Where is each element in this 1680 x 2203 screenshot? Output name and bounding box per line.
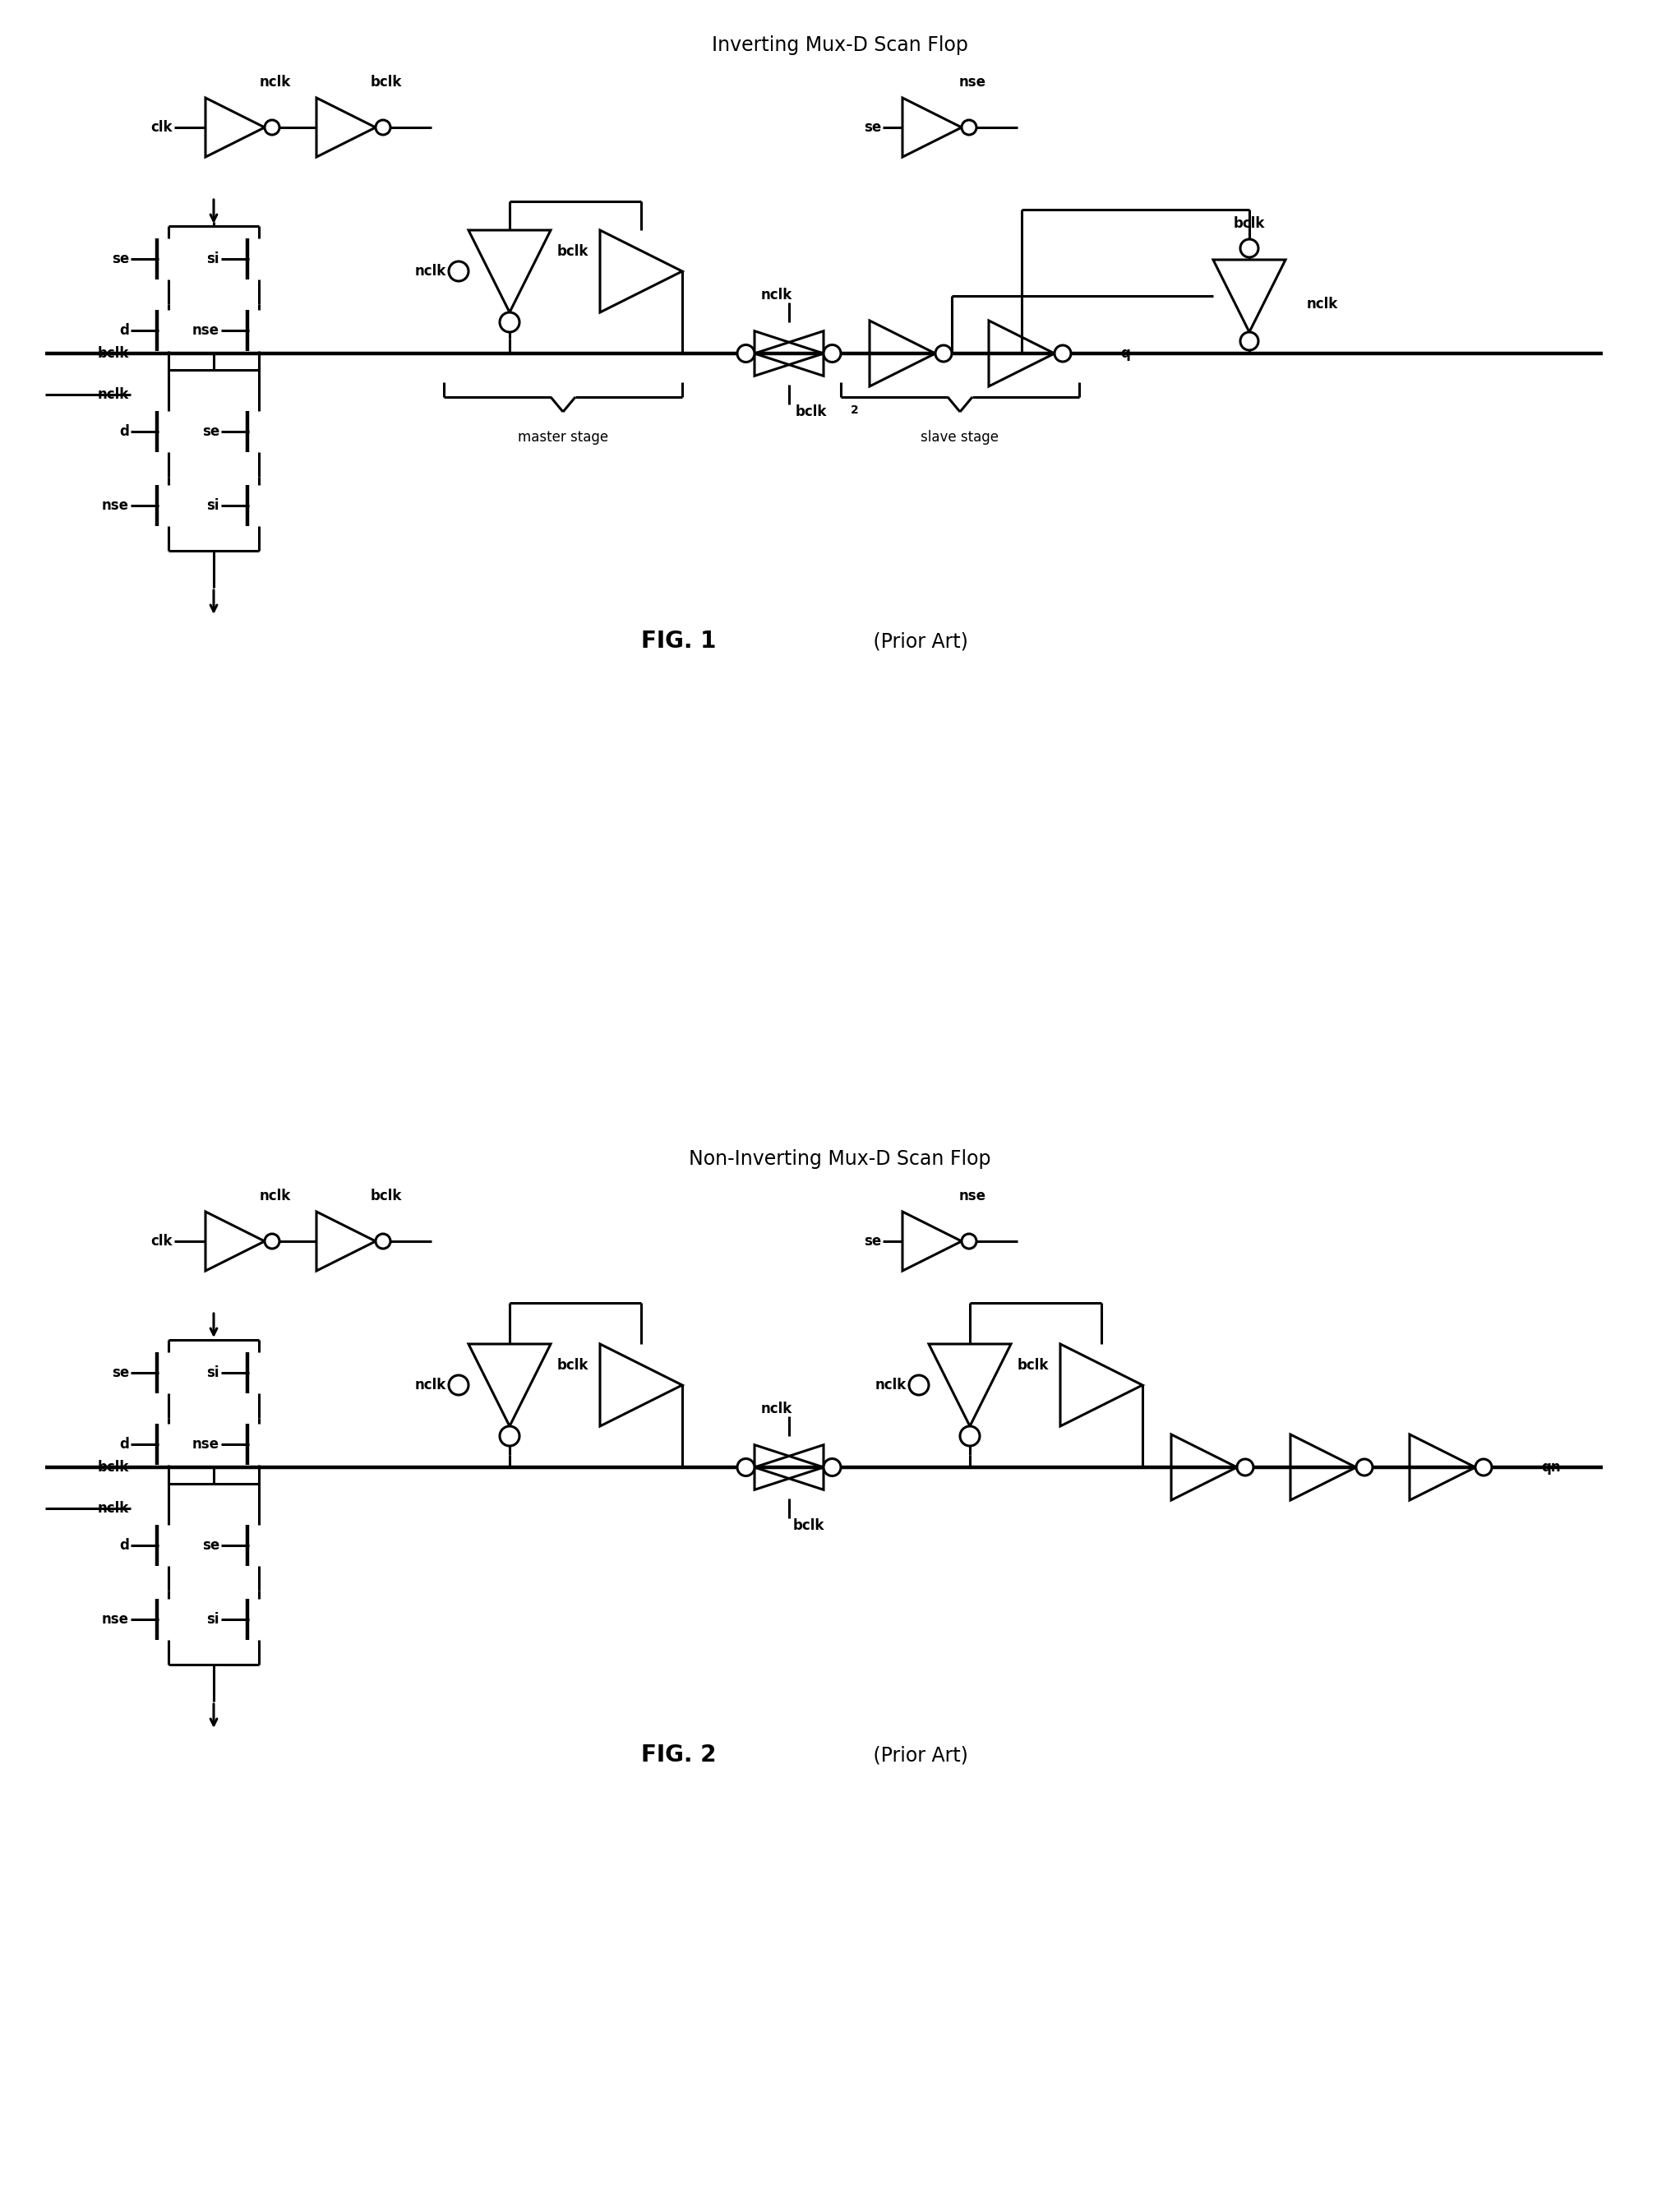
Text: nclk: nclk — [761, 1401, 793, 1417]
Text: nclk: nclk — [761, 289, 793, 302]
Text: se: se — [111, 251, 129, 267]
Text: se: se — [202, 425, 220, 438]
Text: nse: nse — [102, 1613, 129, 1626]
Text: (Prior Art): (Prior Art) — [867, 1745, 968, 1765]
Text: qn: qn — [1541, 1461, 1561, 1474]
Text: nse: nse — [102, 498, 129, 513]
Text: 2: 2 — [850, 405, 858, 416]
Text: FIG. 2: FIG. 2 — [642, 1743, 716, 1767]
Circle shape — [265, 1234, 279, 1249]
Circle shape — [1236, 1458, 1253, 1476]
Circle shape — [376, 1234, 390, 1249]
Text: bclk: bclk — [796, 405, 827, 419]
Text: bclk: bclk — [1233, 216, 1265, 231]
Circle shape — [1055, 346, 1070, 361]
Text: nclk: nclk — [260, 1190, 291, 1203]
Text: nclk: nclk — [97, 388, 129, 401]
Circle shape — [449, 1375, 469, 1394]
Text: si: si — [207, 251, 220, 267]
Text: nse: nse — [192, 324, 220, 337]
Circle shape — [936, 346, 953, 361]
Circle shape — [449, 262, 469, 282]
Text: clk: clk — [151, 119, 173, 134]
Text: d: d — [119, 1538, 129, 1553]
Text: clk: clk — [151, 1234, 173, 1249]
Text: bclk: bclk — [371, 1190, 402, 1203]
Circle shape — [376, 119, 390, 134]
Circle shape — [499, 313, 519, 333]
Circle shape — [1475, 1458, 1492, 1476]
Text: se: se — [202, 1538, 220, 1553]
Text: bclk: bclk — [1018, 1357, 1048, 1372]
Circle shape — [961, 119, 976, 134]
Text: q: q — [1121, 346, 1131, 361]
Text: nse: nse — [959, 75, 986, 90]
Text: bclk: bclk — [793, 1518, 825, 1533]
Circle shape — [265, 119, 279, 134]
Circle shape — [959, 1425, 979, 1445]
Text: nse: nse — [192, 1436, 220, 1452]
Text: d: d — [119, 324, 129, 337]
Text: bclk: bclk — [97, 1461, 129, 1474]
Circle shape — [499, 1425, 519, 1445]
Text: se: se — [111, 1366, 129, 1379]
Text: d: d — [119, 1436, 129, 1452]
Circle shape — [823, 1458, 840, 1476]
Circle shape — [1240, 333, 1258, 350]
Text: d: d — [119, 425, 129, 438]
Circle shape — [961, 1234, 976, 1249]
Circle shape — [909, 1375, 929, 1394]
Text: (Prior Art): (Prior Art) — [867, 632, 968, 652]
Text: nclk: nclk — [1307, 297, 1339, 311]
Text: slave stage: slave stage — [921, 430, 1000, 445]
Text: FIG. 1: FIG. 1 — [642, 630, 716, 652]
Text: si: si — [207, 1613, 220, 1626]
Text: nclk: nclk — [97, 1500, 129, 1516]
Text: si: si — [207, 1366, 220, 1379]
Circle shape — [823, 346, 840, 361]
Text: nclk: nclk — [260, 75, 291, 90]
Text: master stage: master stage — [517, 430, 608, 445]
Text: nclk: nclk — [415, 264, 447, 278]
Text: bclk: bclk — [97, 346, 129, 361]
Circle shape — [738, 346, 754, 361]
Circle shape — [1356, 1458, 1373, 1476]
Text: nse: nse — [959, 1190, 986, 1203]
Text: Inverting Mux-D Scan Flop: Inverting Mux-D Scan Flop — [712, 35, 968, 55]
Circle shape — [1240, 240, 1258, 258]
Text: nclk: nclk — [875, 1377, 907, 1392]
Text: se: se — [864, 119, 880, 134]
Text: Non-Inverting Mux-D Scan Flop: Non-Inverting Mux-D Scan Flop — [689, 1150, 991, 1170]
Text: bclk: bclk — [371, 75, 402, 90]
Text: nclk: nclk — [415, 1377, 447, 1392]
Text: bclk: bclk — [558, 245, 588, 260]
Circle shape — [738, 1458, 754, 1476]
Text: si: si — [207, 498, 220, 513]
Text: bclk: bclk — [558, 1357, 588, 1372]
Text: se: se — [864, 1234, 880, 1249]
